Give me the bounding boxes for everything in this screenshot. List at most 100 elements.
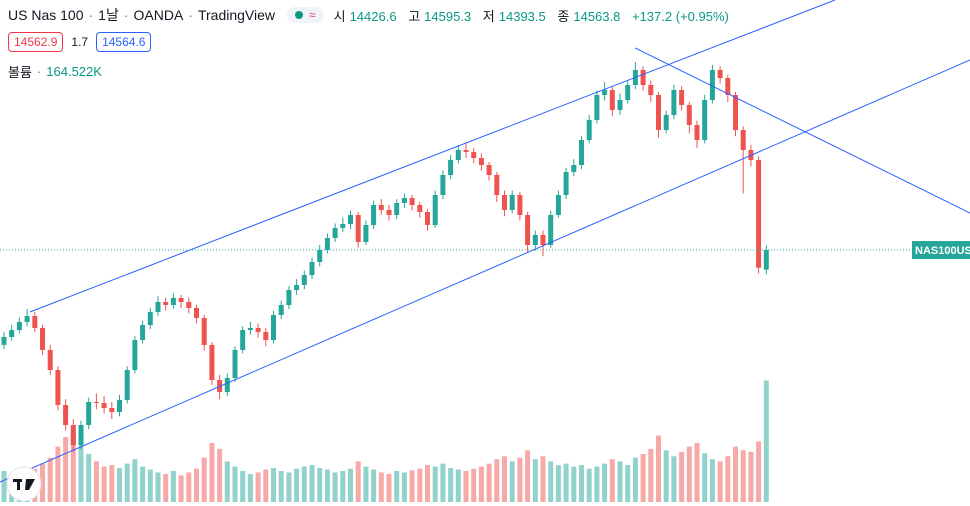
candle-body (602, 90, 608, 95)
candle-body (309, 262, 315, 275)
volume-bar (417, 468, 423, 502)
volume-bar (756, 441, 762, 502)
volume-bar (271, 468, 276, 502)
volume-bar (278, 470, 284, 502)
bid[interactable]: 14562.9 (8, 32, 64, 52)
trend-line[interactable] (0, 59, 970, 483)
volume-bar (702, 453, 708, 502)
candle-body (332, 228, 338, 238)
ohlc-label: 종 (557, 8, 570, 24)
candle-body (1, 337, 7, 345)
ohlc-value: 14393.5 (498, 8, 546, 24)
ohlc: 시 14426.6 고 14595.3 저 14393.5 종 14563.8 +137… (334, 6, 733, 25)
candle-body (478, 158, 484, 165)
candle-body (324, 238, 330, 250)
volume-bar (471, 468, 477, 502)
candle-body (694, 125, 700, 140)
candle-body (294, 285, 300, 290)
interval[interactable]: 1날 (98, 7, 119, 23)
candle-body (740, 130, 746, 150)
candle-body (16, 322, 22, 330)
volume-bar (632, 457, 638, 502)
volume-bar (194, 468, 199, 502)
volume-bar (686, 446, 692, 502)
candle-body (509, 195, 515, 210)
candle-body (355, 215, 361, 242)
tradingview-logo[interactable] (6, 466, 42, 502)
candle-body (386, 210, 392, 215)
candle-body (140, 325, 146, 340)
candle-body (548, 215, 554, 245)
volume-bar (733, 446, 738, 502)
candle-body (101, 403, 107, 408)
volume-bar (571, 466, 577, 502)
trend-line[interactable] (29, 0, 836, 313)
volume-bar (478, 466, 484, 502)
volume-bar (317, 468, 323, 502)
candle-body (571, 165, 577, 172)
status-pill[interactable]: ≈ (287, 7, 324, 23)
volume-row: 볼륨 · 164.522K (8, 64, 102, 80)
candle-body (163, 302, 169, 305)
candle-body (278, 305, 284, 315)
volume-bar (378, 472, 384, 502)
candle-body (686, 105, 692, 125)
volume-bar (425, 465, 430, 502)
volume-bar (509, 461, 515, 502)
volume-bar (586, 468, 592, 502)
volume-bar (694, 442, 700, 502)
candle-body (656, 95, 661, 130)
candle-body (471, 152, 477, 158)
volume-bar (140, 466, 146, 502)
volume-bar (502, 456, 507, 502)
volume-bar (240, 470, 246, 502)
candle-body (93, 402, 99, 403)
volume-bar (748, 451, 754, 502)
candle-body (240, 330, 246, 350)
volume-bar (363, 466, 369, 502)
candle-body (494, 175, 500, 195)
candle-body (117, 400, 122, 412)
candle-body (247, 328, 253, 330)
volume-bar (532, 459, 538, 502)
candle-body (425, 212, 430, 225)
ohlc-value: 14563.8 (573, 8, 621, 24)
volume-bar (679, 451, 685, 502)
volume-bar (93, 461, 99, 502)
volume-bar (540, 456, 546, 502)
candle-body (132, 340, 138, 370)
candle-body (440, 175, 446, 195)
volume-bar (440, 463, 446, 502)
volume-bar (294, 468, 300, 502)
candle-body (594, 95, 600, 120)
volume-bar (109, 465, 115, 502)
volume-bar (217, 448, 223, 502)
candle-body (271, 315, 276, 340)
ohlc-label: 시 (333, 8, 346, 24)
volume-bar (594, 466, 600, 502)
volume-bar (40, 463, 45, 502)
volume-bar (409, 470, 415, 502)
candle-body (155, 302, 161, 312)
candle-body (232, 350, 238, 378)
volume-bar (448, 468, 454, 502)
candle-body (194, 308, 199, 318)
source: TradingView (197, 7, 276, 23)
trend-line[interactable] (634, 47, 970, 214)
candle-body (763, 250, 769, 270)
volume-bar (709, 459, 715, 502)
volume-bar (147, 469, 153, 502)
candle-body (679, 90, 685, 105)
candle-body (224, 378, 230, 392)
volume-bar (1, 470, 7, 502)
candle-body (579, 140, 584, 165)
candle-body (371, 205, 377, 225)
ask[interactable]: 14564.6 (96, 32, 152, 52)
symbol[interactable]: US Nas 100 (8, 7, 84, 23)
volume-bar (186, 472, 192, 502)
volume-bar (517, 457, 523, 502)
candle-body (317, 250, 323, 262)
candle-body (40, 328, 45, 350)
candle-body (586, 120, 592, 140)
volume-bar (609, 459, 615, 502)
